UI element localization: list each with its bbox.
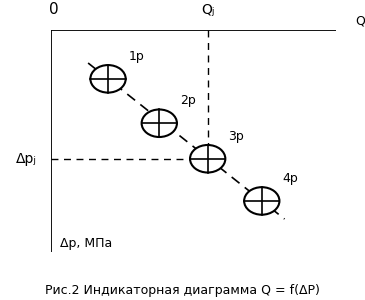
Text: Qⱼ: Qⱼ	[201, 3, 214, 17]
Text: 1р: 1р	[128, 50, 144, 63]
Text: 0: 0	[49, 2, 59, 17]
Text: Q, м³/с: Q, м³/с	[356, 15, 365, 28]
Text: 2р: 2р	[180, 94, 196, 107]
Circle shape	[142, 110, 177, 137]
Circle shape	[91, 65, 126, 93]
Text: Δp, МПа: Δp, МПа	[59, 237, 112, 250]
Text: Рис.2 Индикаторная диаграмма Q = f(ΔP): Рис.2 Индикаторная диаграмма Q = f(ΔP)	[45, 284, 320, 297]
Circle shape	[190, 145, 225, 172]
Text: 3р: 3р	[228, 130, 244, 143]
Text: Δpⱼ: Δpⱼ	[16, 152, 37, 166]
Text: 4р: 4р	[282, 172, 298, 185]
Circle shape	[244, 187, 280, 215]
